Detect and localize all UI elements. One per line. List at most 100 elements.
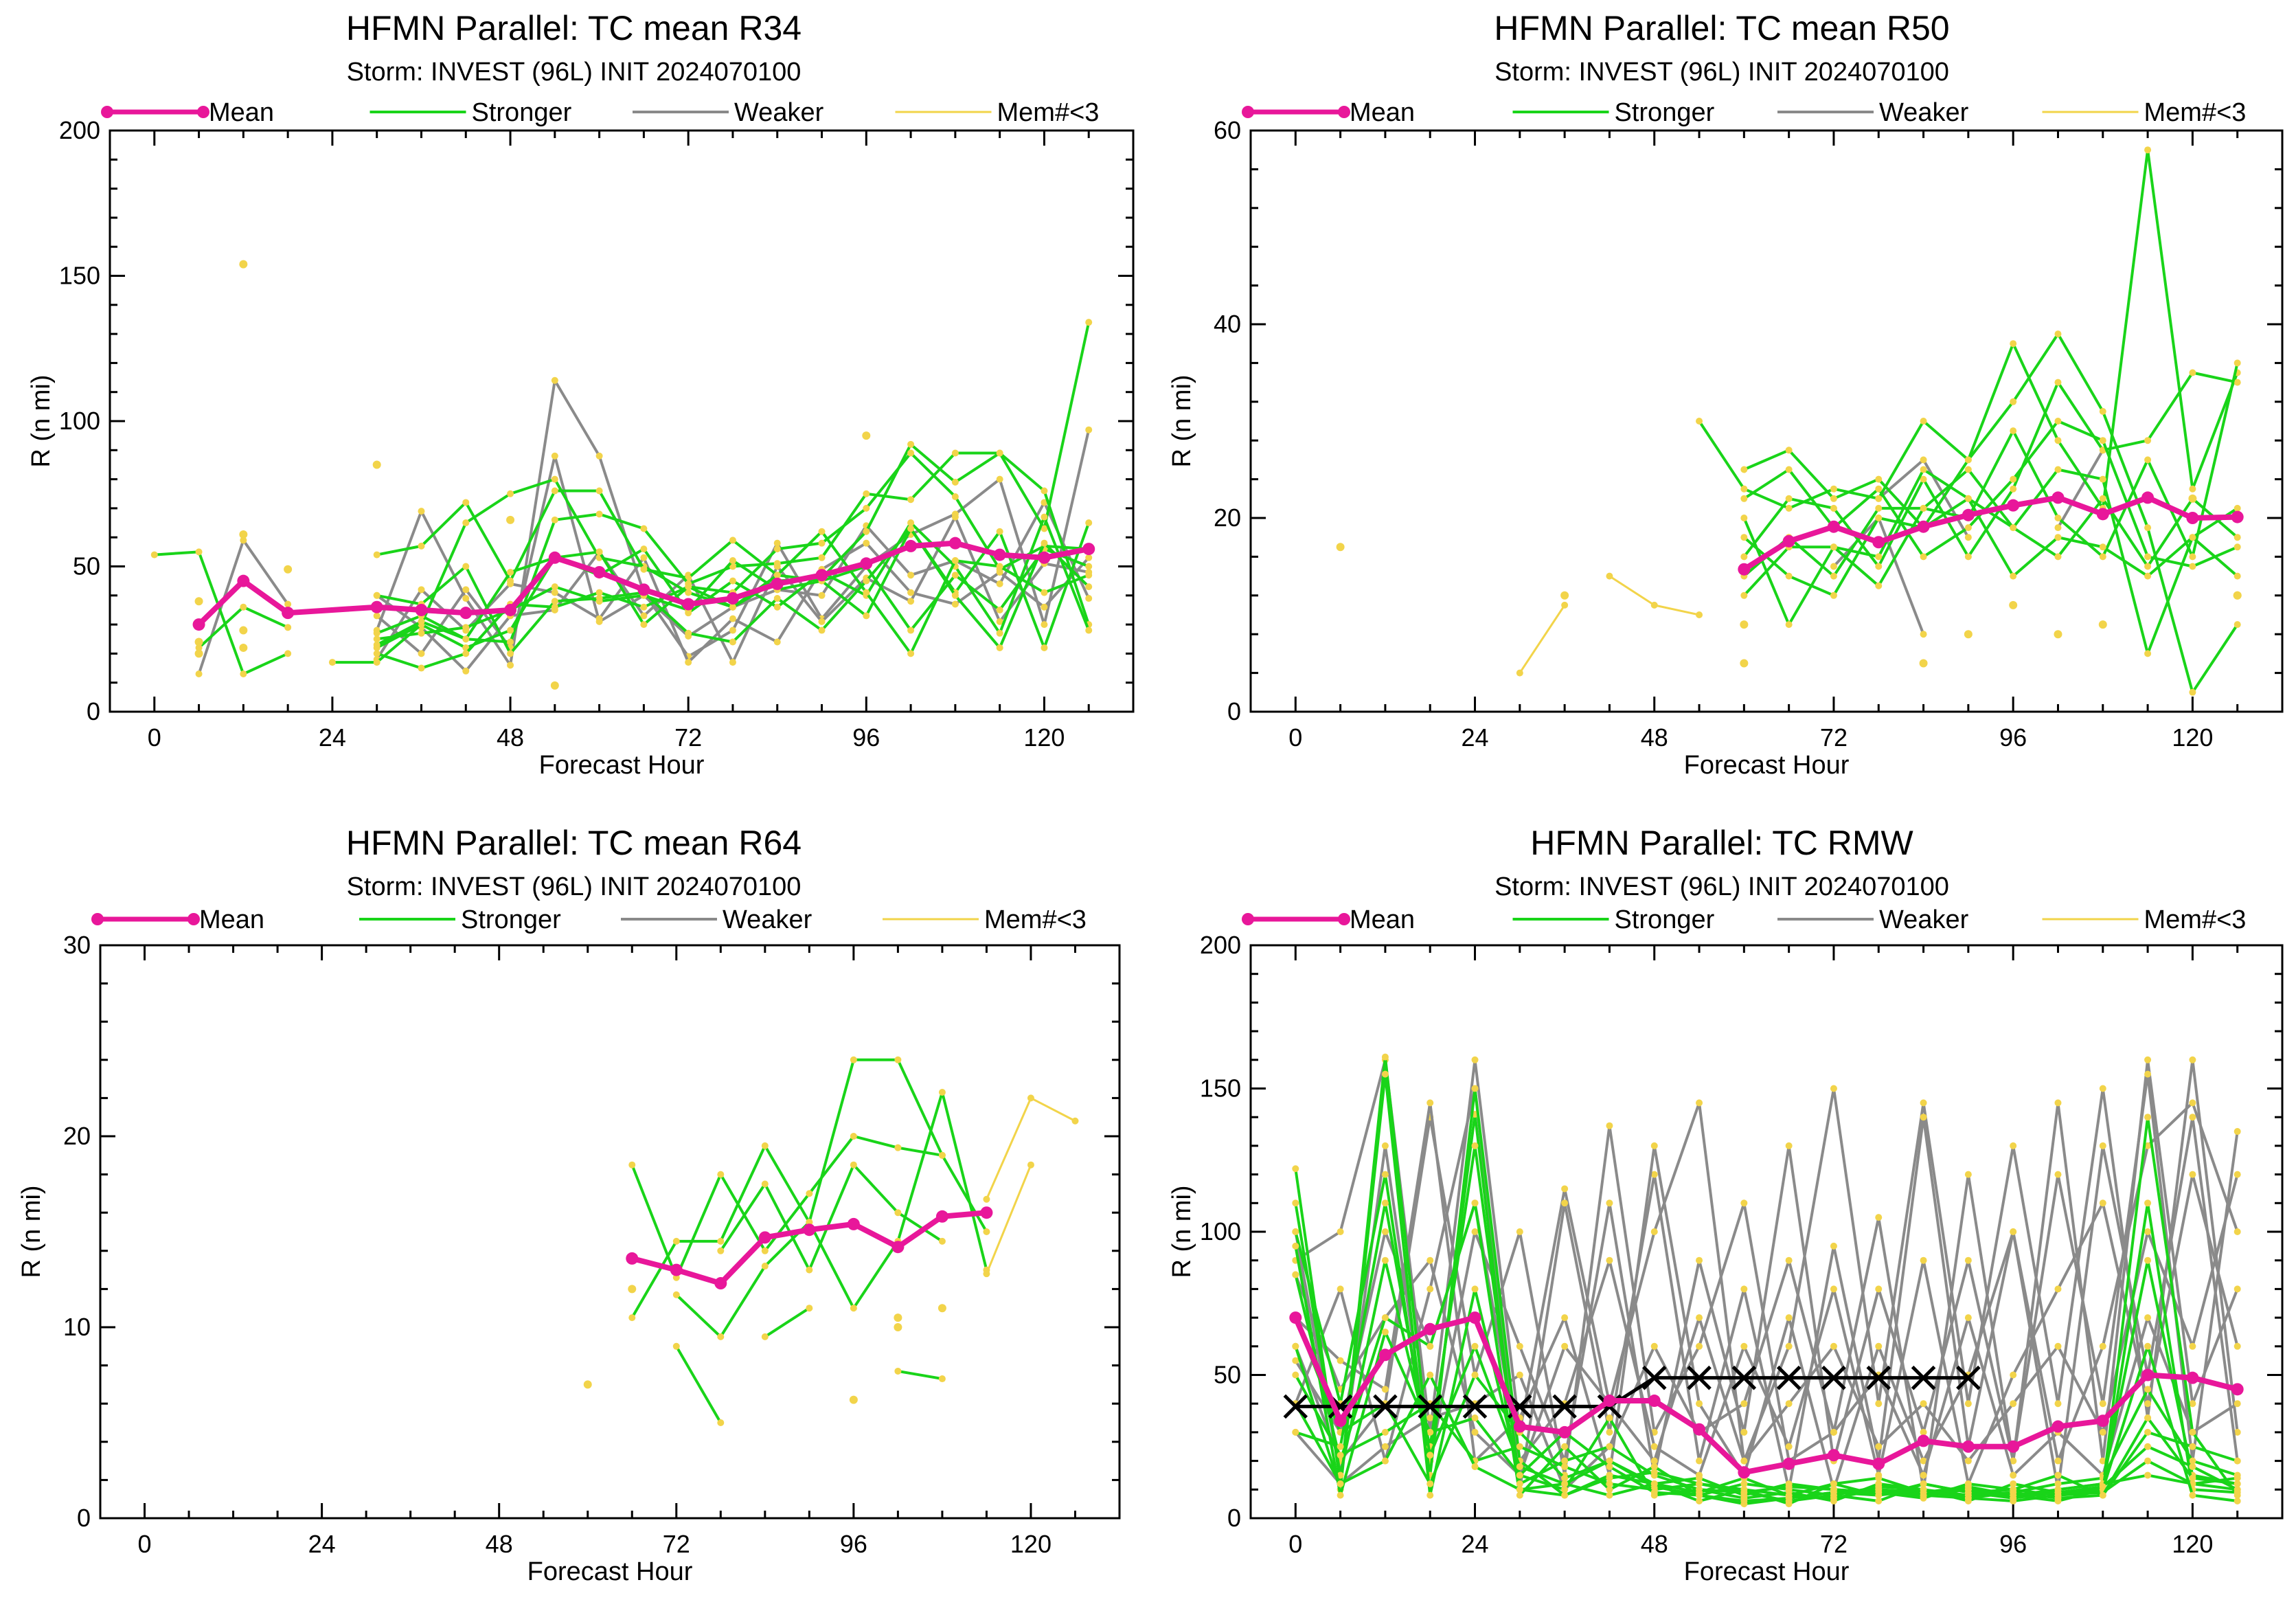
mean-point [2141,491,2155,504]
mem-series-line-point [983,1270,990,1278]
stronger-series-line-point [1875,563,1883,570]
stronger-series-line-point [1041,513,1048,521]
stronger-series-line-point [907,519,915,527]
stronger-series-line-point [2054,1480,2062,1487]
weaker-series-line-point [2144,1056,2152,1063]
y-tick-label: 60 [1214,116,1241,144]
stronger-series-line-point [2189,1463,2196,1470]
mean-point [726,592,739,605]
mem-point [1964,630,1973,639]
mean-point [935,1210,948,1223]
stronger-series-line-point [1740,553,1748,561]
mean-point [1962,1440,1975,1453]
stronger-series-line-point [2144,650,2152,657]
weaker-series-line-point [951,600,959,608]
stronger-series-line-point [729,537,736,544]
stronger-series-line-point [1427,1452,1434,1459]
stronger-series-line-point [1471,1463,1479,1470]
stronger-series-line-point [2054,330,2062,338]
stronger-series-line-point [2099,553,2106,561]
weaker-series-line-point [1875,1285,1883,1293]
chart-svg-r50: Mean Stronger Weaker Mem#<3 0 24 48 72 96 120 0 20 4… [1168,98,2284,780]
mem-series-line-point [1606,572,1613,580]
best-track-marker [1687,1365,1712,1390]
mean-point [626,1252,639,1265]
stronger-series-line-point [595,487,603,495]
stronger-series-line-point [1920,1480,1927,1487]
x-tick-label: 0 [1288,1530,1302,1558]
stronger-series-line-point [1875,582,1883,589]
stronger-series-line-point [1830,591,1837,599]
best-track-marker [1283,1394,1308,1419]
stronger-series-line-point [1964,1494,1972,1502]
stronger-series-line-point [729,638,736,646]
stronger-series-line-point [1875,1474,1883,1482]
mean-point [2051,1420,2065,1433]
y-tick-label: 150 [1200,1074,1241,1103]
stronger-series-line-point [2099,475,2106,483]
weaker-series-line-point [1650,1342,1658,1350]
weaker-series-line-point [1041,499,1048,506]
stronger-series-line-point [595,589,603,596]
weaker-series-line-point [1337,1228,1344,1235]
stronger-series-line-point [1830,572,1837,580]
stronger-series-line-point [1964,524,1972,532]
stronger-series-line-point [1740,534,1748,541]
stronger-series-line-point [863,612,870,620]
y-tick-label: 50 [73,552,100,580]
stronger-series-line-point [328,659,336,666]
weaker-series-line-point [2234,1342,2241,1350]
mean-point [2231,1383,2244,1396]
stronger-series-line-point [373,650,380,657]
stronger-series-line-point [2189,553,2196,561]
weaker-series-line-point [195,670,203,678]
chart-subtitle: Storm: INVEST (96L) INIT 2024070100 [1494,58,1949,87]
stronger-series-line-point [1696,1474,1703,1482]
mean-point [860,557,873,570]
stronger-series-line-point [907,627,915,634]
mean-point [637,583,650,596]
weaker-series-line-point [2144,1400,2152,1408]
stronger-series-line-point [1920,553,1927,561]
stronger-series-line-point [894,1367,902,1375]
weaker-series-line-point [1471,1228,1479,1235]
mem-point [1336,543,1345,552]
stronger-series-line-point [640,525,648,532]
weaker-series-line-point [729,615,736,622]
stronger-series-line-point [1292,1342,1299,1350]
stronger-series-line-point [595,598,603,605]
stronger-series-line-point [2010,485,2017,493]
weaker-series-line-point [1785,1142,1793,1149]
weaker-series-line-point [2010,1471,2017,1479]
weaker-series-line-point [1830,1428,1837,1436]
weaker-series-line-point [1964,534,1972,541]
stronger-series-line-point [2144,1199,2152,1207]
stronger-series-line-point [907,440,915,448]
weaker-series-line-point [2054,1342,2062,1350]
stronger-series-line-point [996,563,1003,570]
stronger-series-line-point [507,627,514,634]
y-tick-label: 200 [59,116,100,144]
weaker-series-line-point [1561,1199,1569,1207]
stronger-series-line-point [1381,1199,1389,1207]
stronger-series-line-point [595,510,603,518]
stronger-series-line-point [507,577,514,585]
stronger-series-line-point [1830,1491,1837,1499]
chart-panel-r34: HFMN Parallel: TC mean R34 Storm: INVEST… [0,0,1148,806]
stronger-series-line-point [1516,1463,1523,1470]
mem-point [862,431,871,440]
weaker-series-line-point [2234,1228,2241,1235]
stronger-series-line-point [1085,519,1093,527]
stronger-series-line-point [2099,495,2106,502]
mean-point [415,603,428,616]
weaker-series-line-point [2189,1099,2196,1107]
weaker-series-line-point [1830,1342,1837,1350]
mem-series-line [1609,575,1700,616]
stronger-series-line-point [1740,466,1748,473]
mean-point [593,565,606,578]
mean-point [1289,1311,1302,1324]
weaker-series-line-point [1650,1443,1658,1450]
stronger-series-line-point [2189,563,2196,570]
stronger-series-line-point [729,603,736,611]
stronger-series-line-point [373,659,380,666]
